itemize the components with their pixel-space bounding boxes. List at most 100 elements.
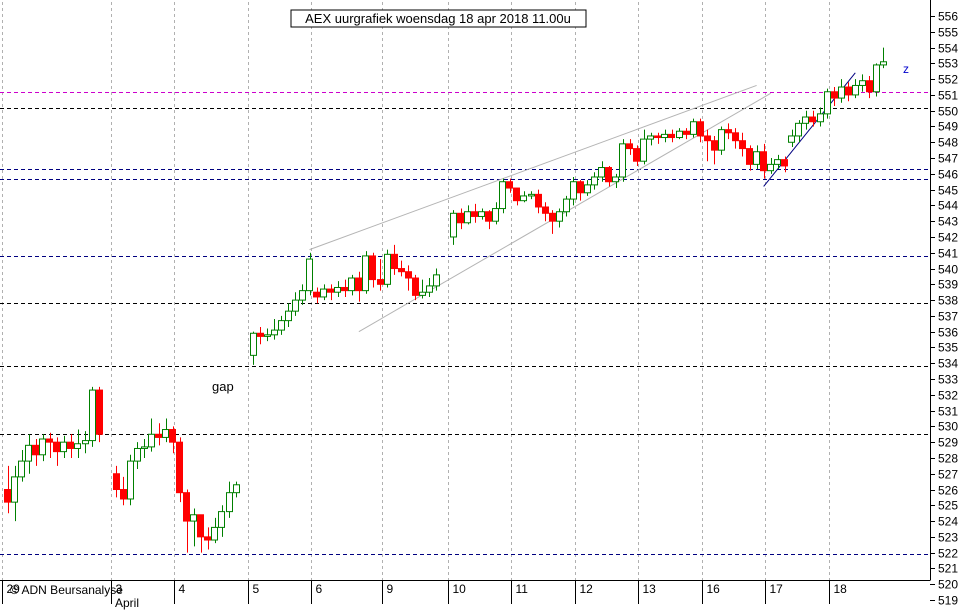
y-tick-label: 552	[938, 73, 958, 87]
x-tick-label: 12	[580, 582, 594, 596]
candle-down	[53, 441, 60, 453]
candle-up	[127, 460, 134, 500]
candle-up	[433, 274, 440, 287]
candle-up	[563, 198, 570, 213]
candle-up	[591, 176, 598, 186]
candle-down	[704, 135, 711, 142]
y-tick-label: 549	[938, 120, 958, 134]
y-tick-label: 538	[938, 294, 958, 308]
y-tick-label: 527	[938, 468, 958, 482]
candle-down	[739, 140, 746, 150]
y-tick-label: 555	[938, 26, 958, 40]
candle-down	[577, 181, 584, 194]
candle-down	[542, 206, 549, 214]
candle-up	[419, 291, 426, 296]
candle-down	[535, 193, 542, 208]
chart-title: AEX uurgrafiek woensdag 18 apr 2018 11.0…	[305, 11, 571, 26]
candle-up	[767, 163, 774, 172]
candle-up	[520, 195, 527, 202]
y-tick-label: 525	[938, 499, 958, 513]
candle-up	[859, 80, 866, 86]
candle-down	[391, 253, 398, 270]
candle-up	[134, 447, 141, 462]
candle-down	[46, 438, 53, 443]
candle-down	[176, 441, 183, 494]
copyright-label: © ADN Beursanalyse	[10, 583, 123, 597]
candle-down	[155, 433, 162, 438]
candles-layer	[4, 47, 887, 553]
candle-up	[334, 286, 341, 293]
candle-up	[74, 443, 81, 449]
candle-up	[384, 253, 391, 285]
candle-up	[824, 91, 831, 115]
candle-down	[626, 143, 633, 150]
x-tick-label: 13	[643, 582, 657, 596]
candle-down	[831, 91, 838, 99]
candle-up	[880, 61, 887, 66]
candle-down	[457, 212, 464, 224]
y-tick-label: 530	[938, 420, 958, 434]
y-tick-label: 524	[938, 515, 958, 529]
candle-up	[25, 444, 32, 462]
candle-up	[320, 288, 327, 298]
candle-up	[802, 116, 809, 124]
candle-up	[89, 389, 96, 442]
candle-up	[690, 121, 697, 135]
candle-up	[640, 138, 647, 162]
y-tick-label: 539	[938, 278, 958, 292]
candle-up	[285, 310, 292, 322]
candle-up	[141, 446, 148, 449]
y-tick-label: 526	[938, 484, 958, 498]
candle-down	[67, 441, 74, 449]
candle-up	[817, 113, 824, 123]
candle-up	[348, 277, 355, 292]
candle-up	[795, 122, 802, 137]
candle-up	[774, 159, 781, 165]
y-tick-label: 523	[938, 531, 958, 545]
x-tick-label: 9	[387, 582, 394, 596]
wave-label: z	[903, 62, 909, 76]
candle-up	[873, 64, 880, 93]
month-label: April	[115, 596, 139, 610]
x-tick-label: 10	[453, 582, 467, 596]
candle-up	[464, 211, 471, 224]
candle-up	[450, 212, 457, 238]
candle-down	[711, 140, 718, 151]
candle-up	[528, 193, 535, 197]
candle-up	[162, 429, 169, 438]
candle-up	[271, 329, 278, 336]
y-tick-label: 522	[938, 547, 958, 561]
candle-up	[499, 181, 506, 210]
candle-down	[485, 211, 492, 222]
candle-down	[697, 121, 704, 137]
y-tick-label: 551	[938, 89, 958, 103]
candle-down	[605, 167, 612, 183]
candle-down	[845, 86, 852, 96]
candle-down	[506, 181, 513, 189]
channel-line	[309, 84, 757, 251]
candle-up	[570, 181, 577, 200]
candle-down	[732, 132, 739, 142]
candle-down	[183, 492, 190, 522]
candle-up	[148, 433, 155, 448]
x-tick-label: 16	[707, 582, 721, 596]
y-tick-label: 537	[938, 310, 958, 324]
candle-down	[355, 277, 362, 292]
candle-up	[226, 492, 233, 513]
y-tick-label: 545	[938, 184, 958, 198]
candle-up	[598, 167, 605, 178]
x-tick-label: 3	[116, 582, 123, 596]
candle-up	[556, 211, 563, 222]
candle-down	[377, 279, 384, 285]
candle-up	[718, 129, 725, 151]
candle-down	[809, 116, 816, 123]
y-tick-label: 541	[938, 247, 958, 261]
candle-up	[11, 476, 18, 503]
candle-down	[746, 148, 753, 165]
candle-down	[257, 332, 264, 337]
candle-up	[82, 440, 89, 445]
candle-up	[250, 332, 257, 356]
x-tick-label: 4	[179, 582, 186, 596]
x-tick-label: 11	[516, 582, 529, 596]
